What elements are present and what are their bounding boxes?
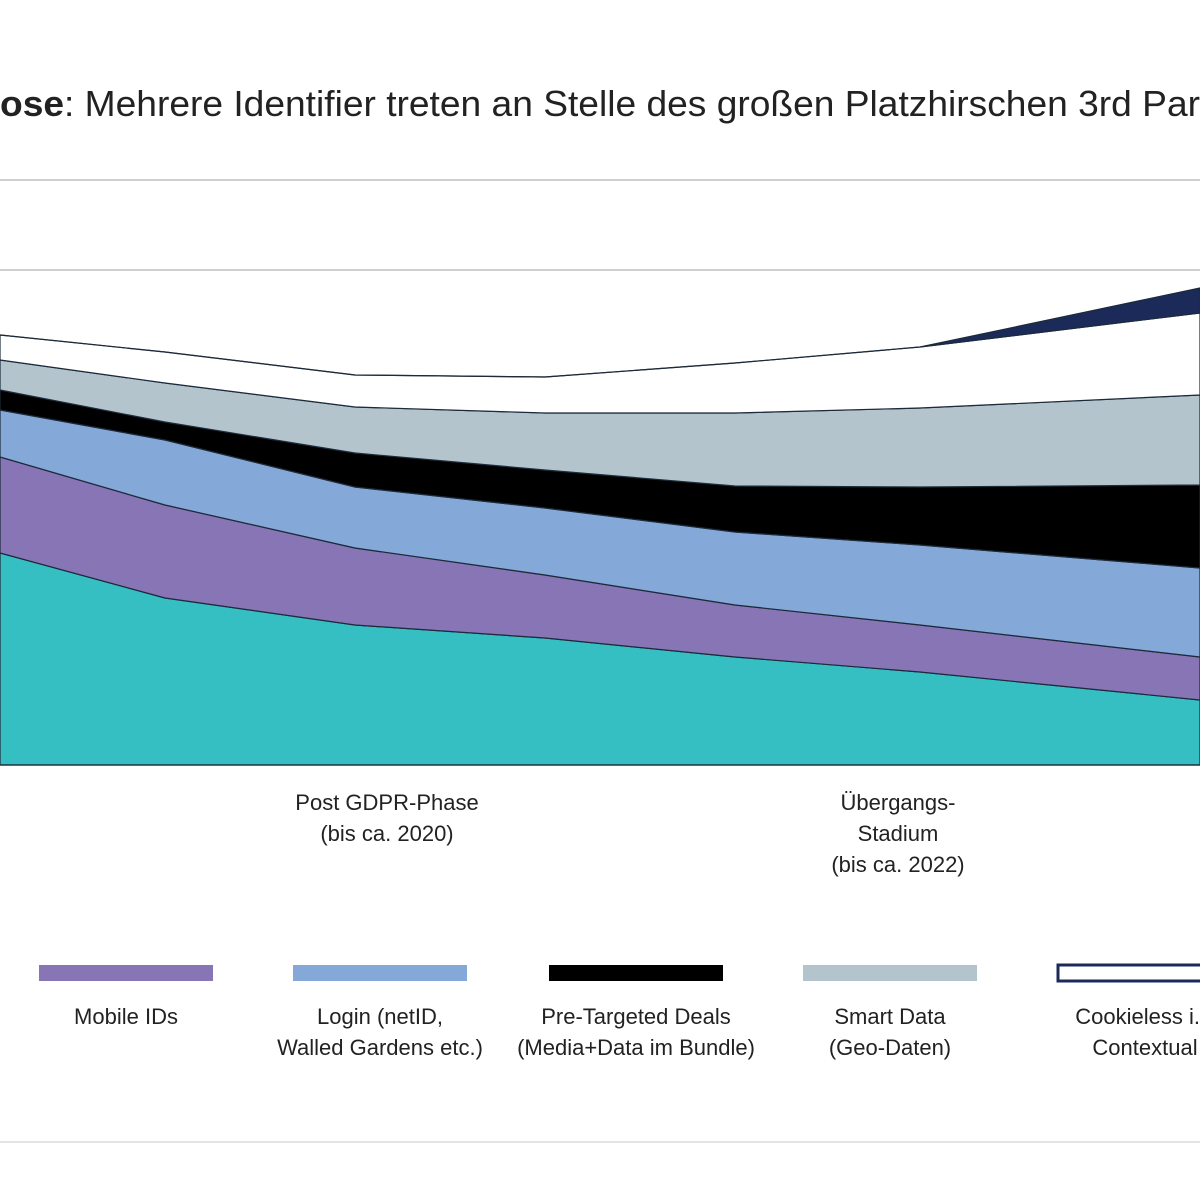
legend-swatch [39,965,213,981]
phase-label-line: Übergangs- [841,790,956,815]
legend-swatch [803,965,977,981]
title-rest: : Mehrere Identifier treten an Stelle de… [64,83,1200,124]
legend-label-line: Mobile IDs [74,1004,178,1029]
phase-label: Post GDPR-Phase (bis ca. 2020) [295,790,478,846]
legend-label-line: Login (netID, [317,1004,443,1029]
legend-label-line: Contextual [1092,1035,1197,1060]
legend-swatch [549,965,723,981]
phase-label: Übergangs- Stadium (bis ca. 2022) [831,790,964,877]
phase-label-line: Stadium [858,821,939,846]
chart-title: ose: Mehrere Identifier treten an Stelle… [0,83,1200,124]
legend-label-line: Cookieless i.S [1075,1004,1200,1029]
phase-label-line: Post GDPR-Phase [295,790,478,815]
legend-label: Cookieless i.S Contextual [1075,1004,1200,1060]
phase-label-line: (bis ca. 2022) [831,852,964,877]
legend-label: Mobile IDs [74,1004,178,1029]
legend-swatch [1056,963,1200,983]
legend-swatch [293,965,467,981]
title-bold: ose [0,83,64,124]
legend-label-line: (Geo-Daten) [829,1035,951,1060]
legend-label: Login (netID, Walled Gardens etc.) [277,1004,483,1060]
legend-label: Pre-Targeted Deals (Media+Data im Bundle) [517,1004,755,1060]
legend-label-line: (Media+Data im Bundle) [517,1035,755,1060]
phase-label-line: (bis ca. 2020) [320,821,453,846]
legend-label-line: Pre-Targeted Deals [541,1004,731,1029]
legend-label: Smart Data (Geo-Daten) [829,1004,951,1060]
area [0,287,1200,378]
legend-label-line: Walled Gardens etc.) [277,1035,483,1060]
legend-label-line: Smart Data [834,1004,946,1029]
